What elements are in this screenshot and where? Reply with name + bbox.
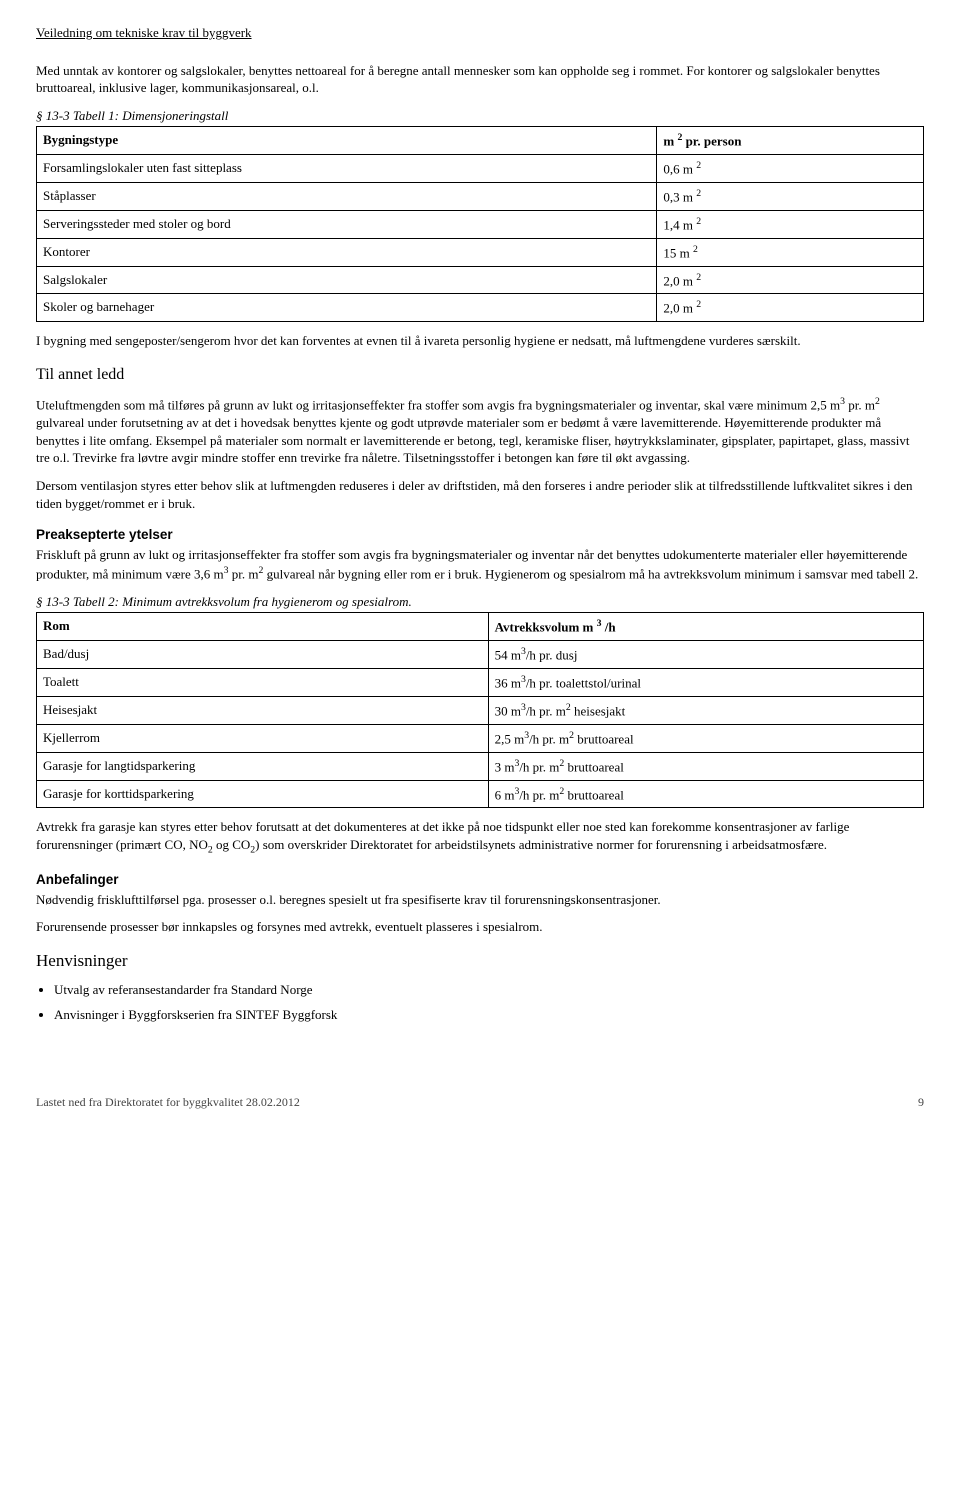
table-cell: Skoler og barnehager bbox=[37, 294, 657, 322]
table-row: Kjellerrom2,5 m3/h pr. m2 bruttoareal bbox=[37, 724, 924, 752]
table-cell: 36 m3/h pr. toalettstol/urinal bbox=[488, 669, 923, 697]
table-cell: 15 m 2 bbox=[657, 238, 924, 266]
table-row: Serveringssteder med stoler og bord1,4 m… bbox=[37, 210, 924, 238]
table-cell: 54 m3/h pr. dusj bbox=[488, 641, 923, 669]
intro-paragraph: Med unntak av kontorer og salgslokaler, … bbox=[36, 62, 924, 97]
table-cell: Heisesjakt bbox=[37, 696, 489, 724]
intro-paragraph-2: I bygning med sengeposter/sengerom hvor … bbox=[36, 332, 924, 350]
table-row: Heisesjakt30 m3/h pr. m2 heisesjakt bbox=[37, 696, 924, 724]
list-item: Utvalg av referansestandarder fra Standa… bbox=[54, 981, 924, 999]
table-row: Forsamlingslokaler uten fast sitteplass0… bbox=[37, 155, 924, 183]
table-cell: Salgslokaler bbox=[37, 266, 657, 294]
table-cell: 0,6 m 2 bbox=[657, 155, 924, 183]
table-2: Rom Avtrekksvolum m 3 /h Bad/dusj54 m3/h… bbox=[36, 612, 924, 808]
table-cell: Garasje for korttidsparkering bbox=[37, 780, 489, 808]
table-cell: Ståplasser bbox=[37, 182, 657, 210]
table2-body: Bad/dusj54 m3/h pr. dusjToalett36 m3/h p… bbox=[37, 641, 924, 808]
anbefalinger-p1: Nødvendig frisklufttilførsel pga. proses… bbox=[36, 891, 924, 909]
table-cell: Bad/dusj bbox=[37, 641, 489, 669]
anbefalinger-heading: Anbefalinger bbox=[36, 871, 924, 889]
table-row: Skoler og barnehager2,0 m 2 bbox=[37, 294, 924, 322]
table-cell: Serveringssteder med stoler og bord bbox=[37, 210, 657, 238]
table-cell: 2,0 m 2 bbox=[657, 294, 924, 322]
preaksepterte-p1: Friskluft på grunn av lukt og irritasjon… bbox=[36, 546, 924, 582]
table-row: Salgslokaler2,0 m 2 bbox=[37, 266, 924, 294]
table-row: Bad/dusj54 m3/h pr. dusj bbox=[37, 641, 924, 669]
table2-col2-header: Avtrekksvolum m 3 /h bbox=[488, 613, 923, 641]
table-cell: 0,3 m 2 bbox=[657, 182, 924, 210]
table2-caption: § 13-3 Tabell 2: Minimum avtrekksvolum f… bbox=[36, 593, 924, 611]
table-cell: 30 m3/h pr. m2 heisesjakt bbox=[488, 696, 923, 724]
anbefalinger-p2: Forurensende prosesser bør innkapsles og… bbox=[36, 918, 924, 936]
annet-ledd-p1: Uteluftmengden som må tilføres på grunn … bbox=[36, 395, 924, 467]
table-row: Garasje for korttidsparkering6 m3/h pr. … bbox=[37, 780, 924, 808]
table1-col2-header: m 2 pr. person bbox=[657, 127, 924, 155]
table-row: Garasje for langtidsparkering3 m3/h pr. … bbox=[37, 752, 924, 780]
table-cell: 2,5 m3/h pr. m2 bruttoareal bbox=[488, 724, 923, 752]
section-annet-ledd-heading: Til annet ledd bbox=[36, 364, 924, 386]
list-item: Anvisninger i Byggforskserien fra SINTEF… bbox=[54, 1006, 924, 1024]
preaksepterte-p2: Avtrekk fra garasje kan styres etter beh… bbox=[36, 818, 924, 856]
table-1: Bygningstype m 2 pr. person Forsamlingsl… bbox=[36, 126, 924, 322]
table-cell: 3 m3/h pr. m2 bruttoareal bbox=[488, 752, 923, 780]
annet-ledd-p2: Dersom ventilasjon styres etter behov sl… bbox=[36, 477, 924, 512]
footer-page-number: 9 bbox=[918, 1094, 924, 1110]
table1-caption: § 13-3 Tabell 1: Dimensjoneringstall bbox=[36, 107, 924, 125]
table-row: Toalett36 m3/h pr. toalettstol/urinal bbox=[37, 669, 924, 697]
table-cell: 1,4 m 2 bbox=[657, 210, 924, 238]
preaksepterte-heading: Preaksepterte ytelser bbox=[36, 526, 924, 544]
table1-col1-header: Bygningstype bbox=[37, 127, 657, 155]
table-cell: Garasje for langtidsparkering bbox=[37, 752, 489, 780]
henvisninger-heading: Henvisninger bbox=[36, 950, 924, 973]
table-cell: Kontorer bbox=[37, 238, 657, 266]
table-cell: 2,0 m 2 bbox=[657, 266, 924, 294]
table-cell: 6 m3/h pr. m2 bruttoareal bbox=[488, 780, 923, 808]
table-cell: Toalett bbox=[37, 669, 489, 697]
footer-left: Lastet ned fra Direktoratet for byggkval… bbox=[36, 1094, 300, 1110]
table1-body: Forsamlingslokaler uten fast sitteplass0… bbox=[37, 155, 924, 322]
henvisninger-list: Utvalg av referansestandarder fra Standa… bbox=[54, 981, 924, 1024]
table-row: Kontorer15 m 2 bbox=[37, 238, 924, 266]
table-row: Ståplasser0,3 m 2 bbox=[37, 182, 924, 210]
page-header-link[interactable]: Veiledning om tekniske krav til byggverk bbox=[36, 24, 924, 42]
table2-col1-header: Rom bbox=[37, 613, 489, 641]
table-cell: Forsamlingslokaler uten fast sitteplass bbox=[37, 155, 657, 183]
table-cell: Kjellerrom bbox=[37, 724, 489, 752]
page-footer: Lastet ned fra Direktoratet for byggkval… bbox=[36, 1094, 924, 1110]
